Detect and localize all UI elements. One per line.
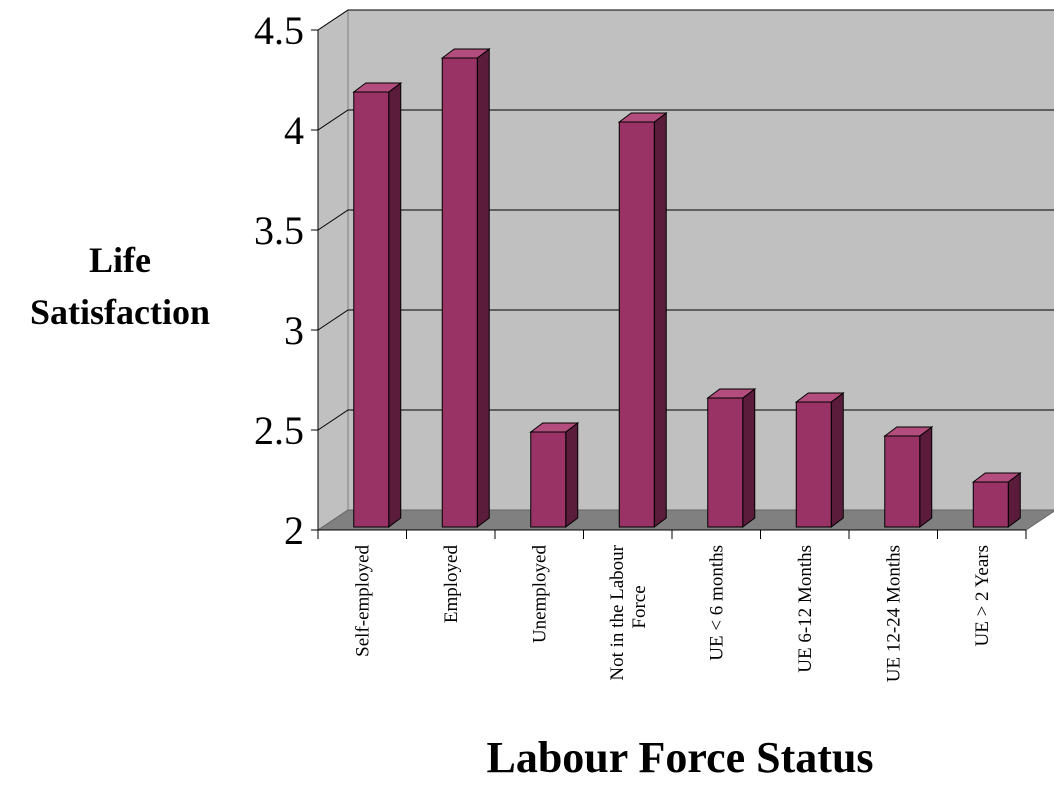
- y-tick-label: 3: [284, 308, 304, 353]
- y-axis-title: Life Satisfaction: [30, 240, 210, 332]
- gridline: [317, 109, 1054, 131]
- bar-side: [919, 426, 933, 528]
- bar: [706, 388, 757, 528]
- x-tick-label: Employed: [441, 545, 462, 624]
- x-axis-title: Labour Force Status: [486, 733, 874, 782]
- floor: [316, 509, 1054, 531]
- bar-side: [565, 422, 579, 528]
- bars: [352, 48, 1022, 528]
- bar-front: [884, 435, 921, 528]
- y-tick-label: 4.5: [254, 8, 304, 53]
- x-tick-label: UE > 2 Years: [972, 545, 993, 647]
- y-tick-labels: 2 2.5 3 3.5 4 4.5: [254, 8, 304, 553]
- bar: [794, 392, 845, 528]
- bar-front: [530, 431, 567, 528]
- axes: [311, 29, 1027, 539]
- bar-side: [388, 82, 402, 528]
- gridline: [317, 209, 1054, 231]
- x-tick-label: UE < 6 months: [706, 545, 727, 661]
- y-tick-label: 3.5: [254, 208, 304, 253]
- bar-front: [795, 401, 832, 528]
- bar: [352, 82, 403, 528]
- bar: [617, 112, 668, 528]
- bar-front: [353, 91, 390, 528]
- bar-front: [618, 121, 655, 528]
- x-tick-label: Not in the LabourForce: [607, 544, 650, 680]
- bar-side: [742, 388, 756, 528]
- bar: [971, 472, 1022, 528]
- gridline: [317, 309, 1054, 331]
- x-tick-label: UE 12-24 Months: [883, 545, 904, 682]
- bar-side: [653, 112, 667, 528]
- x-tick-label: Self-employed: [352, 545, 373, 657]
- x-tick-labels: Self-employed Employed Unemployed Not in th…: [352, 544, 993, 682]
- chart-walls: [316, 9, 1054, 531]
- y-tick-label: 2: [284, 508, 304, 553]
- bar-front: [441, 57, 478, 528]
- bar: [883, 426, 934, 528]
- bar-side: [476, 48, 490, 528]
- side-wall: [317, 9, 349, 531]
- y-tick-label: 4: [284, 108, 304, 153]
- bar-front: [707, 397, 744, 528]
- bar: [440, 48, 491, 528]
- x-tick-label: UE 6-12 Months: [795, 545, 816, 673]
- gridline: [317, 9, 1054, 31]
- bar: [529, 422, 580, 528]
- bar-side: [830, 392, 844, 528]
- x-tick-label: Unemployed: [529, 545, 550, 644]
- y-tick-label: 2.5: [254, 408, 304, 453]
- bar-front: [972, 481, 1009, 528]
